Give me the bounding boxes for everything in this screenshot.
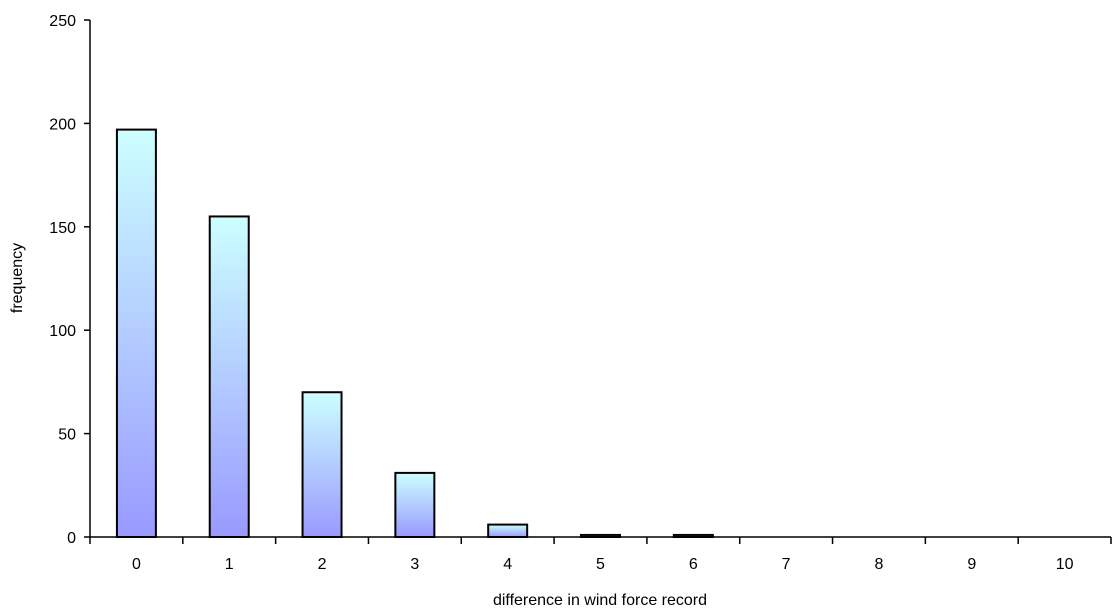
y-axis-label: frequency <box>9 243 26 313</box>
bar-2 <box>301 391 343 538</box>
y-tick-label: 200 <box>49 116 76 133</box>
y-tick-label: 0 <box>67 530 76 547</box>
bars <box>115 128 714 539</box>
y-axis-ticks: 0 50 100 150 200 250 <box>49 13 90 547</box>
x-tick-label: 8 <box>875 556 884 573</box>
x-tick-label: 6 <box>689 556 698 573</box>
x-tick-label: 4 <box>503 556 512 573</box>
y-tick-label: 50 <box>58 427 76 444</box>
x-tick-label: 10 <box>1056 556 1074 573</box>
x-tick-label: 2 <box>318 556 327 573</box>
axes <box>89 20 1111 538</box>
bar-1 <box>208 215 250 539</box>
x-tick-label: 9 <box>967 556 976 573</box>
x-tick-label: 7 <box>782 556 791 573</box>
x-axis-ticks: 0 1 2 3 4 5 6 7 8 9 10 <box>89 537 1112 573</box>
y-tick-label: 250 <box>49 13 76 30</box>
x-tick-label: 3 <box>410 556 419 573</box>
bar-0 <box>115 128 157 538</box>
x-tick-label: 5 <box>596 556 605 573</box>
bar-4 <box>487 523 529 539</box>
x-tick-label: 0 <box>132 556 141 573</box>
x-axis-label: difference in wind force record <box>493 592 707 609</box>
x-tick-label: 1 <box>225 556 234 573</box>
y-tick-label: 150 <box>49 220 76 237</box>
y-tick-label: 100 <box>49 323 76 340</box>
bar-3 <box>394 471 436 539</box>
